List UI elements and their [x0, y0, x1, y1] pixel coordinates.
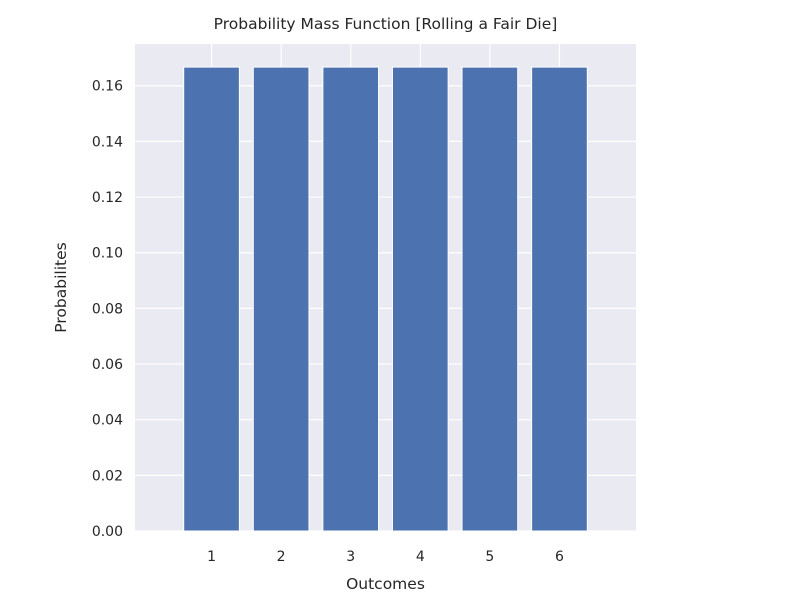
x-tick-label: 1: [207, 549, 216, 565]
y-tick-label: 0.16: [92, 79, 123, 95]
y-tick-label: 0.00: [92, 524, 123, 540]
bars: [183, 66, 588, 532]
y-tick-labels: 0.00 0.02 0.04 0.06 0.08 0.10 0.12 0.14 0.16: [92, 79, 123, 540]
y-tick-label: 0.14: [92, 134, 123, 150]
x-tick-label: 5: [485, 549, 494, 565]
chart-title: Probability Mass Function [Rolling a Fai…: [214, 15, 558, 33]
y-tick-label: 0.04: [92, 413, 123, 429]
y-tick-label: 0.12: [92, 190, 123, 206]
bar-outcome-5: [461, 66, 519, 532]
x-tick-label: 4: [416, 549, 425, 565]
x-tick-label: 2: [277, 549, 286, 565]
bar-outcome-2: [252, 66, 310, 532]
x-axis-label: Outcomes: [346, 575, 425, 593]
bar-outcome-6: [531, 66, 588, 532]
bar-outcome-1: [183, 66, 240, 532]
y-tick-label: 0.02: [92, 468, 123, 484]
x-tick-labels: 1 2 3 4 5 6: [207, 549, 564, 565]
x-tick-label: 3: [346, 549, 355, 565]
y-tick-label: 0.10: [92, 246, 123, 262]
y-axis-label: Probabilites: [52, 242, 70, 332]
bar-outcome-4: [391, 66, 449, 532]
y-tick-label: 0.08: [92, 301, 123, 317]
x-tick-label: 6: [555, 549, 564, 565]
bar-outcome-3: [322, 66, 380, 532]
y-tick-label: 0.06: [92, 357, 123, 373]
